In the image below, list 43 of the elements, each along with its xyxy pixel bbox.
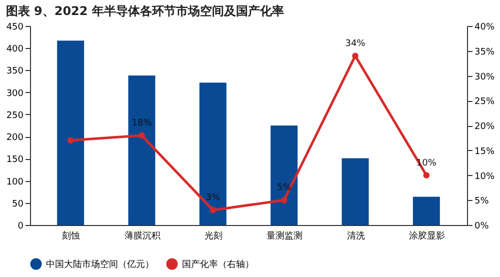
x-tick-label: 薄膜沉积 [124,230,160,242]
point [423,172,430,178]
point [210,206,216,214]
x-tick-label: 刻蚀 [62,230,80,242]
point [280,196,288,204]
y2-tick-label: 10% [474,172,495,182]
point [138,132,145,139]
bar [270,126,298,225]
x-tick-label: 清洗 [346,230,365,242]
y-tick-label: 0 [18,222,24,232]
y2-tick-label: 0% [474,222,490,232]
x-tick-label: 光刻 [204,230,222,242]
legend-label: 国产化率（右轴） [182,259,254,270]
data-label: 3% [206,193,220,204]
x-tick-label: 量测监测 [266,230,303,242]
y2-tick-label: 35% [474,47,495,58]
y-tick-label: 300 [6,88,24,99]
y2-tick-label: 40% [474,22,495,32]
y2-tick-label: 25% [474,97,495,108]
y-tick-label: 50 [12,199,24,210]
y2-tick-label: 30% [474,72,495,82]
bar [199,82,226,225]
x-tick-label: 涂胶显影 [408,230,445,242]
chart-title: 图表 9、2022 年半导体各环节市场空间及国产化率 [6,4,284,18]
y-tick-label: 150 [6,155,24,166]
y2-tick-label: 5% [474,196,490,207]
data-label: 18% [132,118,152,128]
bar [412,196,440,225]
bar [342,158,369,225]
y-tick-label: 400 [6,44,24,55]
y-tick-label: 100 [6,177,24,188]
y2-tick-label: 15% [474,146,495,157]
y2-tick-label: 20% [474,122,495,132]
y-tick-label: 350 [6,66,24,77]
data-label: 34% [345,38,366,49]
y-tick-label: 200 [6,133,24,144]
y-tick-label: 450 [6,22,24,32]
bar [57,40,84,225]
point [67,137,74,144]
point [352,52,358,60]
bar [128,76,156,225]
legend-label: 中国大陆市场空间（亿元） [46,259,154,270]
y-tick-label: 250 [6,110,24,121]
